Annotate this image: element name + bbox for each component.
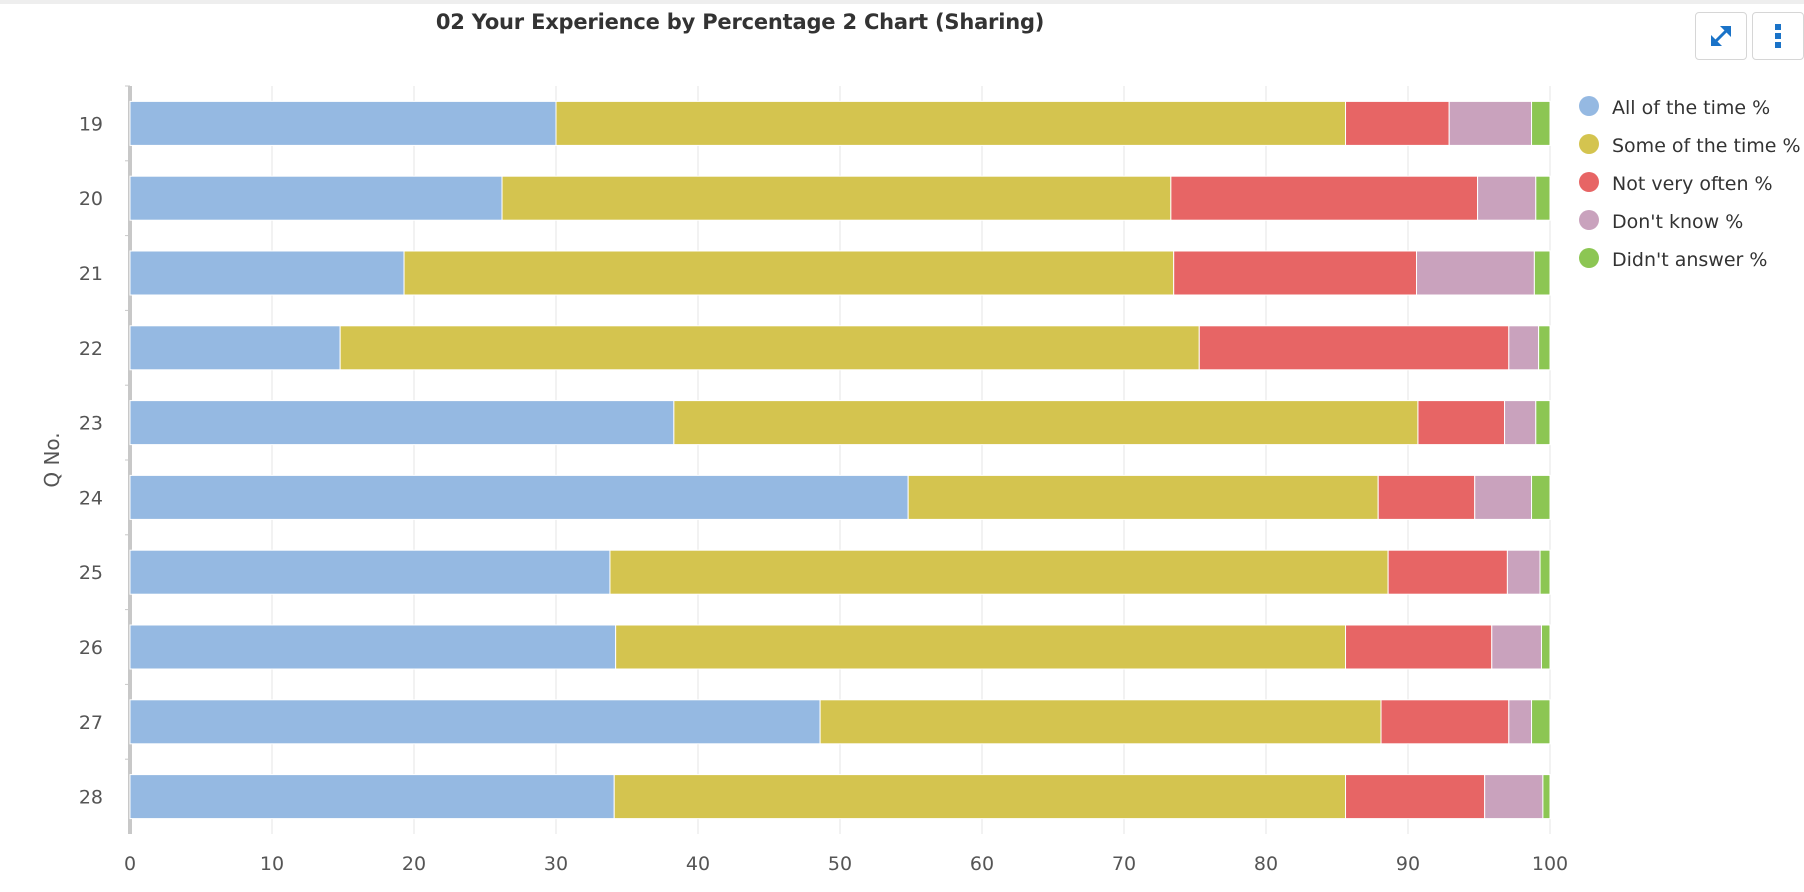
- expand-button[interactable]: [1695, 12, 1747, 60]
- bar-segment: [501, 175, 1172, 221]
- bar-segment: [1377, 474, 1476, 520]
- bar-segment: [129, 699, 821, 745]
- bar-segment: [555, 100, 1347, 146]
- bar-segment: [1531, 699, 1551, 745]
- legend-label: Don't know %: [1612, 211, 1743, 233]
- x-tick-label: 0: [124, 853, 136, 875]
- x-tick-label: 70: [1112, 853, 1136, 875]
- chart-title: 02 Your Experience by Percentage 2 Chart…: [435, 10, 1045, 34]
- bar-segment: [129, 325, 341, 371]
- bar-segment: [673, 400, 1419, 446]
- y-tick-label: 25: [79, 562, 103, 584]
- x-tick-label: 80: [1254, 853, 1278, 875]
- y-tick-label: 20: [79, 188, 103, 210]
- bar-segment: [1484, 774, 1544, 820]
- bar-segment: [1474, 474, 1533, 520]
- bar-segment: [1506, 549, 1541, 595]
- x-tick-label: 60: [970, 853, 994, 875]
- legend-marker: [1579, 134, 1599, 154]
- bar-segment: [1504, 400, 1537, 446]
- expand-arrows-icon: [1711, 26, 1731, 46]
- bar-segment: [129, 175, 503, 221]
- bar-segment: [1508, 325, 1540, 371]
- y-axis-title: Q No.: [40, 432, 64, 487]
- y-tick-label: 26: [79, 637, 103, 659]
- bar-segment: [819, 699, 1382, 745]
- bar-segment: [1535, 175, 1551, 221]
- x-tick-label: 40: [686, 853, 710, 875]
- bar-segment: [1345, 624, 1493, 670]
- y-tick-label: 23: [79, 413, 103, 435]
- bar-segment: [1531, 474, 1551, 520]
- bar-segment: [1540, 624, 1551, 670]
- legend-label: Some of the time %: [1612, 135, 1801, 157]
- bar-segment: [403, 250, 1175, 296]
- legend-marker: [1579, 210, 1599, 230]
- bar-segment: [1198, 325, 1510, 371]
- x-tick-label: 20: [402, 853, 426, 875]
- y-tick-label: 28: [79, 787, 103, 809]
- bar-segment: [1448, 100, 1533, 146]
- bar-segment: [609, 549, 1389, 595]
- legend-marker: [1579, 248, 1599, 268]
- x-tick-label: 30: [544, 853, 568, 875]
- bar-segment: [1539, 549, 1551, 595]
- top-border: [0, 0, 1804, 4]
- x-tick-label: 100: [1532, 853, 1568, 875]
- x-tick-label: 10: [260, 853, 284, 875]
- bar-segment: [129, 624, 617, 670]
- y-tick-label: 19: [79, 113, 103, 135]
- y-tick-label: 21: [79, 263, 103, 285]
- y-tick-label: 22: [79, 338, 103, 360]
- bar-segment: [1345, 100, 1450, 146]
- bar-segment: [129, 250, 405, 296]
- bar-segment: [1542, 774, 1551, 820]
- bar-segment: [1170, 175, 1479, 221]
- bar-segment: [129, 474, 909, 520]
- bar-segment: [907, 474, 1379, 520]
- vertical-ellipsis-icon: [1775, 24, 1781, 48]
- bar-segment: [1535, 400, 1551, 446]
- bar-segment: [129, 774, 615, 820]
- bar-segment: [1387, 549, 1508, 595]
- bar-segment: [1508, 699, 1533, 745]
- bar-segment: [1531, 100, 1551, 146]
- bar-segment: [129, 100, 557, 146]
- bar-segment: [1417, 400, 1506, 446]
- x-tick-label: 50: [828, 853, 852, 875]
- bar-segment: [1416, 250, 1535, 296]
- legend-label: Not very often %: [1612, 173, 1773, 195]
- legend-marker: [1579, 96, 1599, 116]
- bar-segment: [1173, 250, 1418, 296]
- legend-label: Didn't answer %: [1612, 249, 1767, 271]
- bar-segment: [615, 624, 1347, 670]
- bar-segment: [1533, 250, 1551, 296]
- bar-segment: [613, 774, 1347, 820]
- y-tick-label: 27: [79, 712, 103, 734]
- bar-segment: [1345, 774, 1486, 820]
- bar-segment: [1491, 624, 1542, 670]
- bar-segment: [129, 400, 675, 446]
- bar-segment: [1538, 325, 1551, 371]
- y-tick-label: 24: [79, 487, 103, 509]
- bar-segment: [129, 549, 611, 595]
- bar-segment: [1380, 699, 1510, 745]
- legend-label: All of the time %: [1612, 97, 1770, 119]
- x-tick-label: 90: [1396, 853, 1420, 875]
- legend-marker: [1579, 172, 1599, 192]
- bar-segment: [339, 325, 1200, 371]
- options-menu-button[interactable]: [1752, 12, 1804, 60]
- bar-segment: [1477, 175, 1537, 221]
